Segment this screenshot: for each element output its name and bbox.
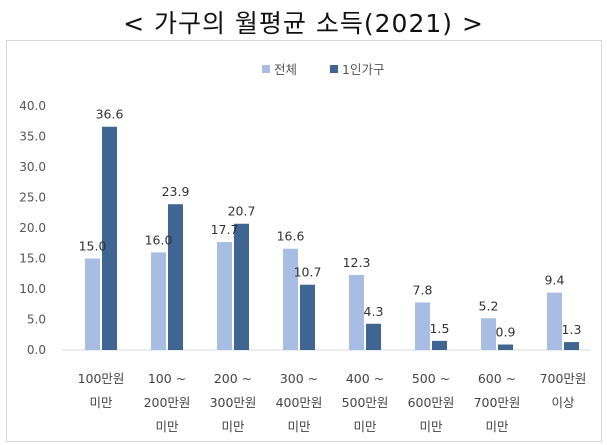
legend: 전체 1인가구 [262, 62, 384, 77]
data-label: 7.8 [413, 282, 433, 297]
data-label: 16.0 [145, 232, 173, 247]
data-label: 1.5 [430, 321, 450, 336]
legend-swatch [330, 65, 338, 73]
data-label: 4.3 [364, 304, 384, 319]
bar-total-1 [151, 252, 166, 350]
x-category-line: 미만 [287, 419, 311, 434]
bar-single-7 [564, 342, 579, 350]
y-tick-label: 15.0 [19, 252, 46, 266]
bar-single-3 [300, 284, 315, 350]
x-category-line: 200만원 [144, 395, 191, 410]
x-category-line: 미만 [155, 419, 179, 434]
data-label: 12.3 [343, 255, 371, 270]
x-category-line: 400 ~ [346, 371, 384, 386]
x-category-line: 이상 [551, 395, 575, 410]
y-tick-label: 30.0 [19, 160, 46, 174]
bars [85, 126, 579, 351]
bar-single-6 [498, 344, 513, 350]
bar-single-0 [102, 126, 117, 351]
x-category-line: 미만 [353, 419, 377, 434]
y-tick-label: 40.0 [19, 99, 46, 113]
x-category-line: 미만 [419, 419, 443, 434]
y-tick-label: 0.0 [27, 343, 46, 357]
y-tick-label: 10.0 [19, 282, 46, 296]
data-label: 16.6 [277, 229, 305, 244]
bar-single-2 [234, 223, 249, 350]
data-label: 36.6 [96, 107, 124, 122]
y-tick-label: 25.0 [19, 191, 46, 205]
x-category-line: 500 ~ [412, 371, 450, 386]
data-label: 0.9 [496, 325, 516, 340]
x-category-line: 400만원 [276, 395, 323, 410]
y-tick-label: 5.0 [27, 313, 46, 327]
bar-total-6 [481, 318, 496, 350]
x-category-line: 500만원 [342, 395, 389, 410]
data-label: 10.7 [294, 265, 322, 280]
data-labels: 15.0 36.6 16.0 23.9 17.7 20.7 16.6 10.7 12.3 4.3 7… [79, 107, 582, 340]
data-label: 9.4 [545, 273, 565, 288]
legend-label: 1인가구 [342, 62, 384, 77]
x-category-line: 700만원 [540, 371, 587, 386]
data-label: 17.7 [211, 222, 239, 237]
x-category-line: 300 ~ [280, 371, 318, 386]
bar-total-3 [283, 248, 298, 350]
bar-total-4 [349, 274, 364, 350]
data-label: 15.0 [79, 239, 107, 254]
legend-swatch [262, 65, 270, 73]
y-tick-label: 35.0 [19, 130, 46, 144]
legend-label: 전체 [274, 62, 297, 77]
data-label: 5.2 [479, 298, 499, 313]
data-label: 23.9 [162, 184, 190, 199]
x-category-line: 700만원 [474, 395, 521, 410]
chart-frame [6, 40, 602, 442]
y-tick-label: 20.0 [19, 221, 46, 235]
x-category-line: 미만 [221, 419, 245, 434]
bar-total-0 [85, 258, 100, 350]
x-category-line: 600 ~ [478, 371, 516, 386]
data-label: 1.3 [562, 322, 582, 337]
x-category-line: 미만 [485, 419, 509, 434]
bar-total-5 [415, 302, 430, 350]
bar-single-1 [168, 204, 183, 350]
x-category-line: 미만 [89, 395, 113, 410]
data-label: 20.7 [228, 204, 256, 219]
bar-single-4 [366, 323, 381, 350]
chart-title: < 가구의 월평균 소득(2021) > [123, 9, 484, 38]
x-category-line: 300만원 [210, 395, 257, 410]
bar-total-7 [547, 292, 562, 350]
x-category-line: 100만원 [78, 371, 125, 386]
bar-total-2 [217, 242, 232, 350]
x-category-line: 200 ~ [214, 371, 252, 386]
x-category-line: 100 ~ [148, 371, 186, 386]
bar-single-5 [432, 340, 447, 350]
x-category-line: 600만원 [408, 395, 455, 410]
